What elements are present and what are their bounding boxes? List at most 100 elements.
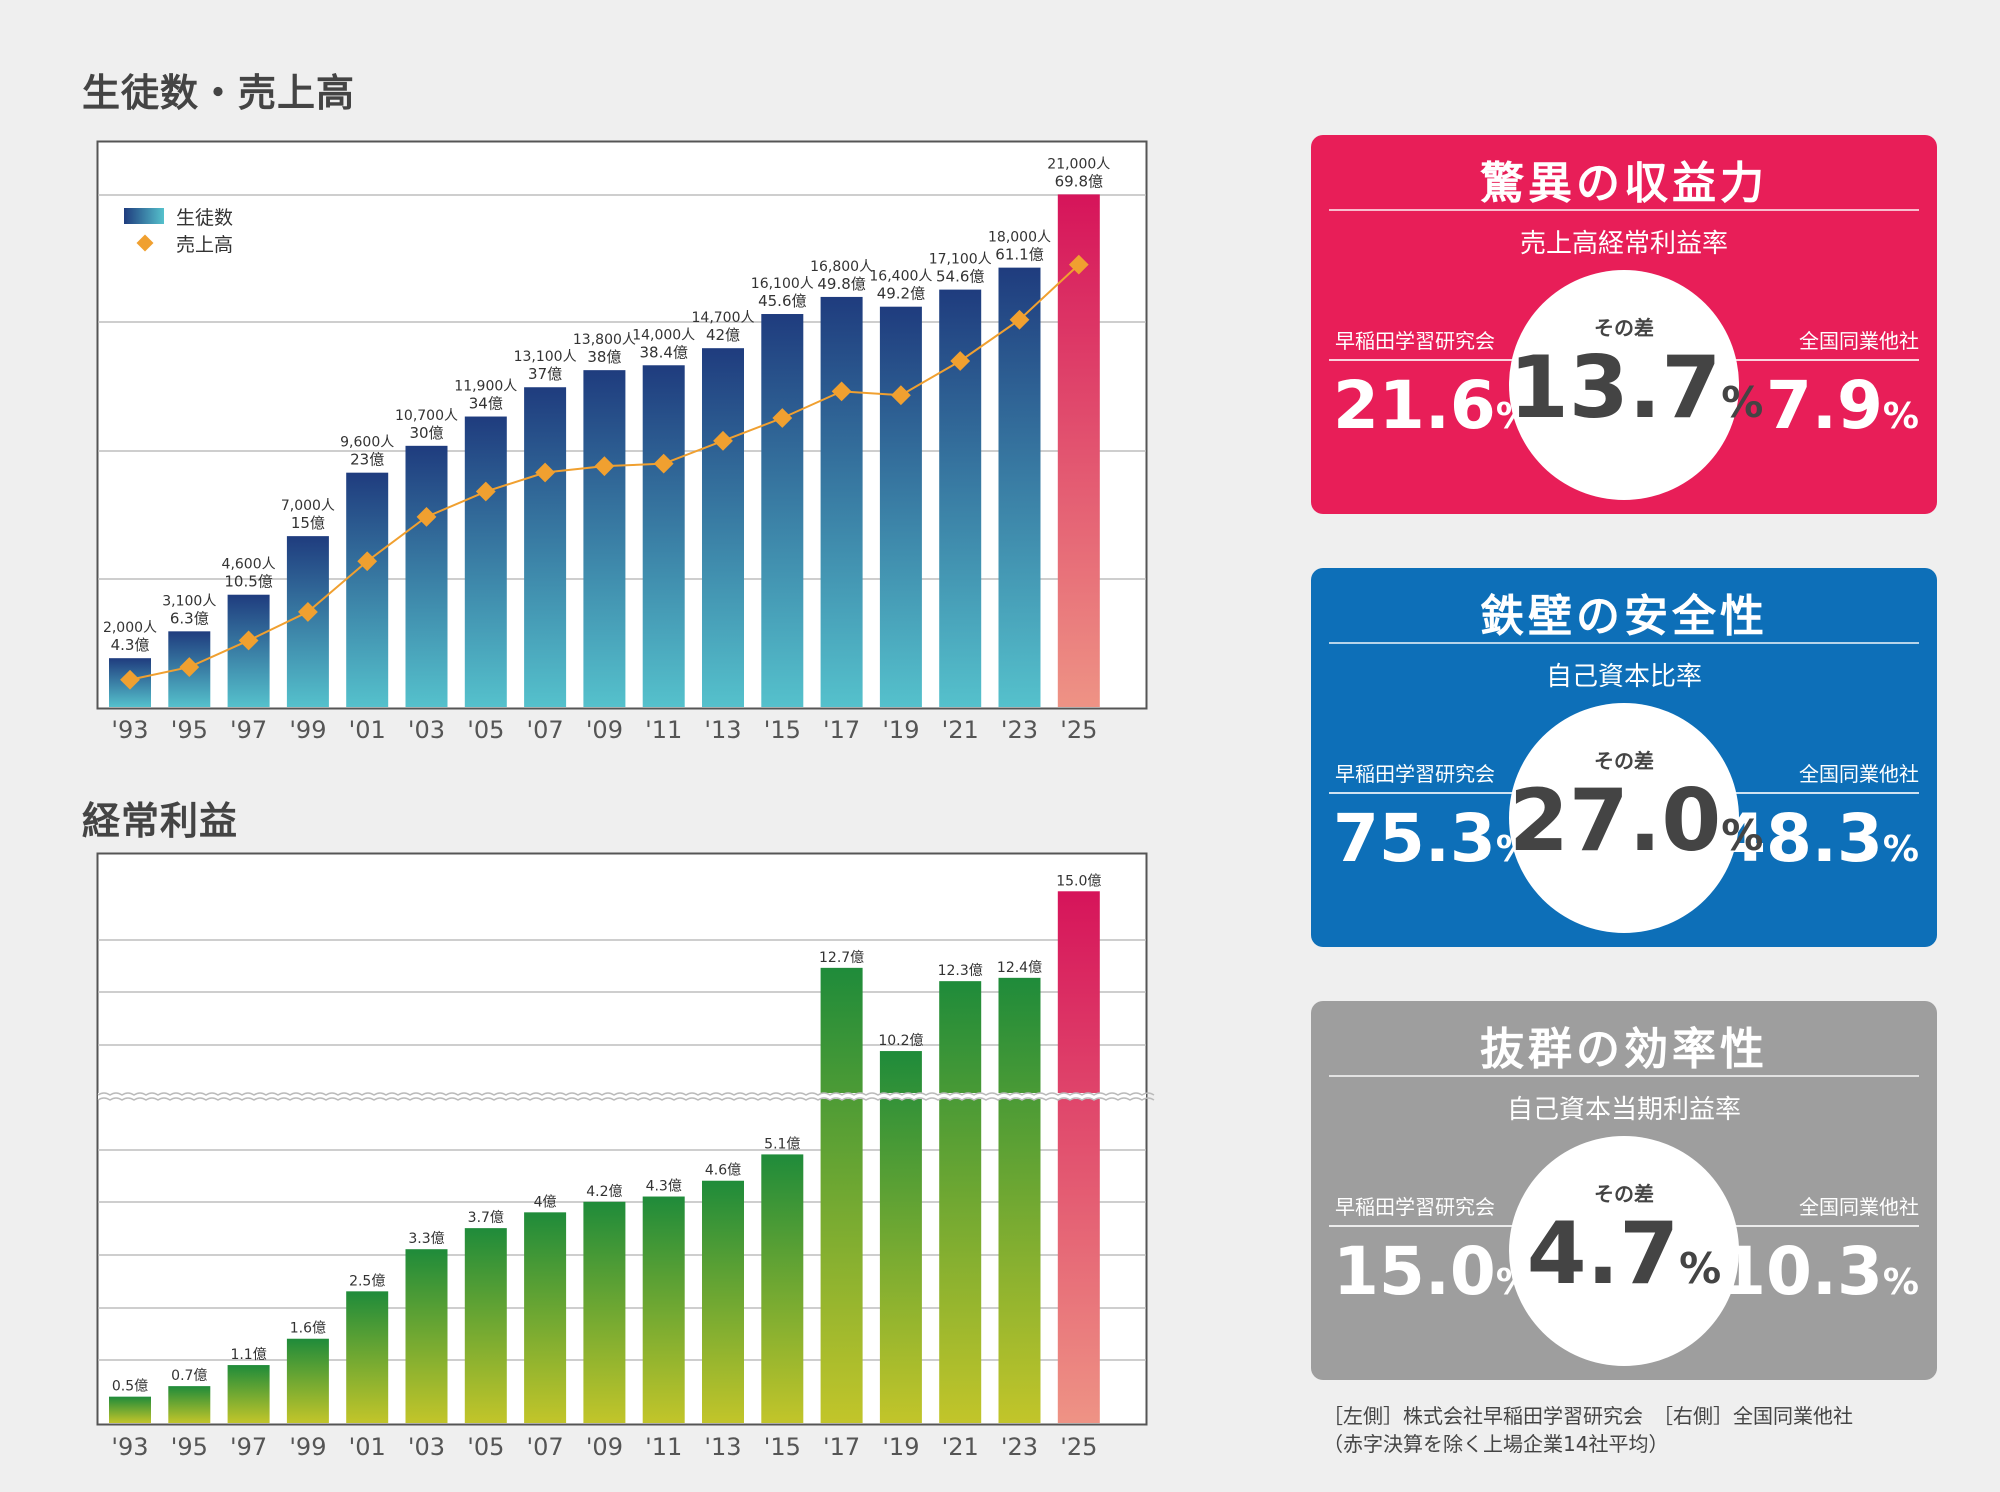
- profit-bar: [642, 1196, 685, 1423]
- right-value: 10.3%: [1720, 1233, 1919, 1310]
- x-tick-label: '95: [171, 716, 208, 744]
- student-bar: [761, 314, 804, 707]
- axis-break-wave: [97, 1097, 1155, 1101]
- right-value-number: 48.3: [1720, 800, 1883, 877]
- profit-value-label: 2.5億: [349, 1273, 385, 1289]
- sales-value-label: 49.8億: [817, 275, 865, 293]
- x-tick-label: '03: [408, 716, 445, 744]
- sales-point: [475, 481, 496, 502]
- panel-subtitle: 売上高経常利益率: [1519, 229, 1728, 259]
- profit-bar: [1057, 891, 1100, 1423]
- legend-students-label: 生徒数: [176, 207, 233, 229]
- right-value-number: 7.9: [1766, 367, 1883, 444]
- student-value-label: 21,000人: [1047, 156, 1110, 172]
- x-tick-label: '15: [764, 1433, 801, 1461]
- student-value-label: 11,900人: [454, 379, 517, 395]
- difference-value: 27.0%: [1509, 771, 1763, 871]
- sales-value-label: 10.5億: [224, 573, 272, 591]
- ratio-panel: 抜群の効率性 自己資本当期利益率 早稲田学習研究会 全国同業他社 15.0% 1…: [1311, 1001, 1937, 1380]
- sales-point: [416, 506, 437, 527]
- student-bar: [346, 472, 389, 707]
- x-tick-label: '93: [111, 1433, 148, 1461]
- ordinary-profit-chart: 0.5億 '93 0.7億 '95 1.1億 '97 1.6億 '99 2.5億 '01 3.3億 '…: [96, 852, 1155, 1461]
- profit-value-label: 12.4億: [997, 960, 1042, 976]
- profit-bar: [227, 1365, 270, 1423]
- footnote: ［左側］株式会社早稲田学習研究会 ［右側］全国同業他社 （赤字決算を除く上場企業…: [1323, 1402, 1853, 1458]
- difference-number: 4.7: [1526, 1204, 1680, 1304]
- x-tick-label: '19: [882, 716, 919, 744]
- right-company-name: 全国同業他社: [1799, 329, 1919, 353]
- student-value-label: 16,100人: [751, 276, 814, 292]
- sales-value-label: 23億: [350, 451, 384, 469]
- panel-title: 鉄壁の安全性: [1480, 591, 1768, 642]
- sales-value-label: 37億: [528, 365, 562, 383]
- student-value-label: 17,100人: [929, 252, 992, 268]
- x-tick-label: '11: [645, 716, 682, 744]
- x-tick-label: '23: [1001, 1433, 1038, 1461]
- x-tick-label: '11: [645, 1433, 682, 1461]
- student-bar: [702, 348, 744, 707]
- x-tick-label: '97: [230, 1433, 267, 1461]
- profit-value-label: 4.3億: [646, 1179, 682, 1195]
- sales-value-label: 15億: [291, 514, 325, 532]
- x-tick-label: '25: [1060, 716, 1097, 744]
- chart1-title: 生徒数・売上高: [82, 71, 356, 115]
- student-value-label: 14,700人: [692, 310, 755, 326]
- difference-unit: %: [1679, 1244, 1722, 1293]
- x-tick-label: '21: [942, 716, 979, 744]
- x-tick-label: '13: [704, 716, 741, 744]
- left-value: 21.6%: [1333, 367, 1532, 444]
- difference-label: その差: [1594, 316, 1654, 340]
- left-rule: [1329, 359, 1529, 361]
- right-value-unit: %: [1882, 396, 1919, 437]
- x-tick-label: '05: [467, 1433, 504, 1461]
- student-value-label: 7,000人: [281, 498, 335, 514]
- right-value-unit: %: [1882, 1262, 1919, 1303]
- profit-bar: [998, 977, 1041, 1423]
- x-tick-label: '95: [171, 1433, 208, 1461]
- right-rule: [1719, 359, 1919, 361]
- x-tick-label: '01: [349, 716, 386, 744]
- x-tick-label: '25: [1060, 1433, 1097, 1461]
- student-value-label: 9,600人: [340, 435, 394, 451]
- x-tick-label: '99: [289, 1433, 326, 1461]
- legend-sales-label: 売上高: [176, 234, 233, 256]
- x-tick-label: '05: [467, 716, 504, 744]
- student-bar: [820, 296, 863, 707]
- difference-circle: その差 4.7%: [1509, 1136, 1739, 1366]
- sales-value-label: 42億: [706, 326, 740, 344]
- left-value-number: 75.3: [1333, 800, 1496, 877]
- sales-value-label: 45.6億: [758, 292, 806, 310]
- difference-number: 13.7: [1509, 338, 1722, 438]
- difference-number: 27.0: [1509, 771, 1722, 871]
- right-rule: [1719, 1225, 1919, 1227]
- profit-bar: [879, 1051, 922, 1423]
- left-company-name: 早稲田学習研究会: [1335, 1195, 1495, 1219]
- profit-bar: [286, 1338, 329, 1423]
- axis-break-gap: [98, 1093, 1146, 1099]
- profit-value-label: 15.0億: [1056, 873, 1101, 889]
- sales-value-label: 38億: [587, 348, 621, 366]
- difference-unit: %: [1721, 811, 1764, 860]
- x-tick-label: '15: [764, 716, 801, 744]
- footnote-line2: （赤字決算を除く上場企業14社平均）: [1323, 1432, 1669, 1456]
- student-bar: [464, 416, 507, 707]
- sales-value-label: 61.1億: [995, 246, 1043, 264]
- x-tick-label: '01: [349, 1433, 386, 1461]
- legend-students-swatch: [124, 208, 164, 224]
- left-value: 75.3%: [1333, 800, 1532, 877]
- sales-point: [891, 385, 911, 406]
- profit-value-label: 12.7億: [819, 950, 864, 966]
- sales-value-label: 49.2億: [877, 285, 925, 303]
- profit-value-label: 4.2億: [586, 1184, 622, 1200]
- profit-value-label: 1.6億: [290, 1321, 326, 1337]
- student-value-label: 13,800人: [573, 332, 636, 348]
- sales-point: [1009, 309, 1030, 330]
- panel-title-rule: [1329, 209, 1919, 211]
- right-value: 48.3%: [1720, 800, 1919, 877]
- x-tick-label: '07: [527, 716, 564, 744]
- right-value-unit: %: [1882, 829, 1919, 870]
- sales-point: [535, 462, 555, 483]
- x-tick-label: '07: [527, 1433, 564, 1461]
- panel-title: 驚異の収益力: [1480, 158, 1768, 209]
